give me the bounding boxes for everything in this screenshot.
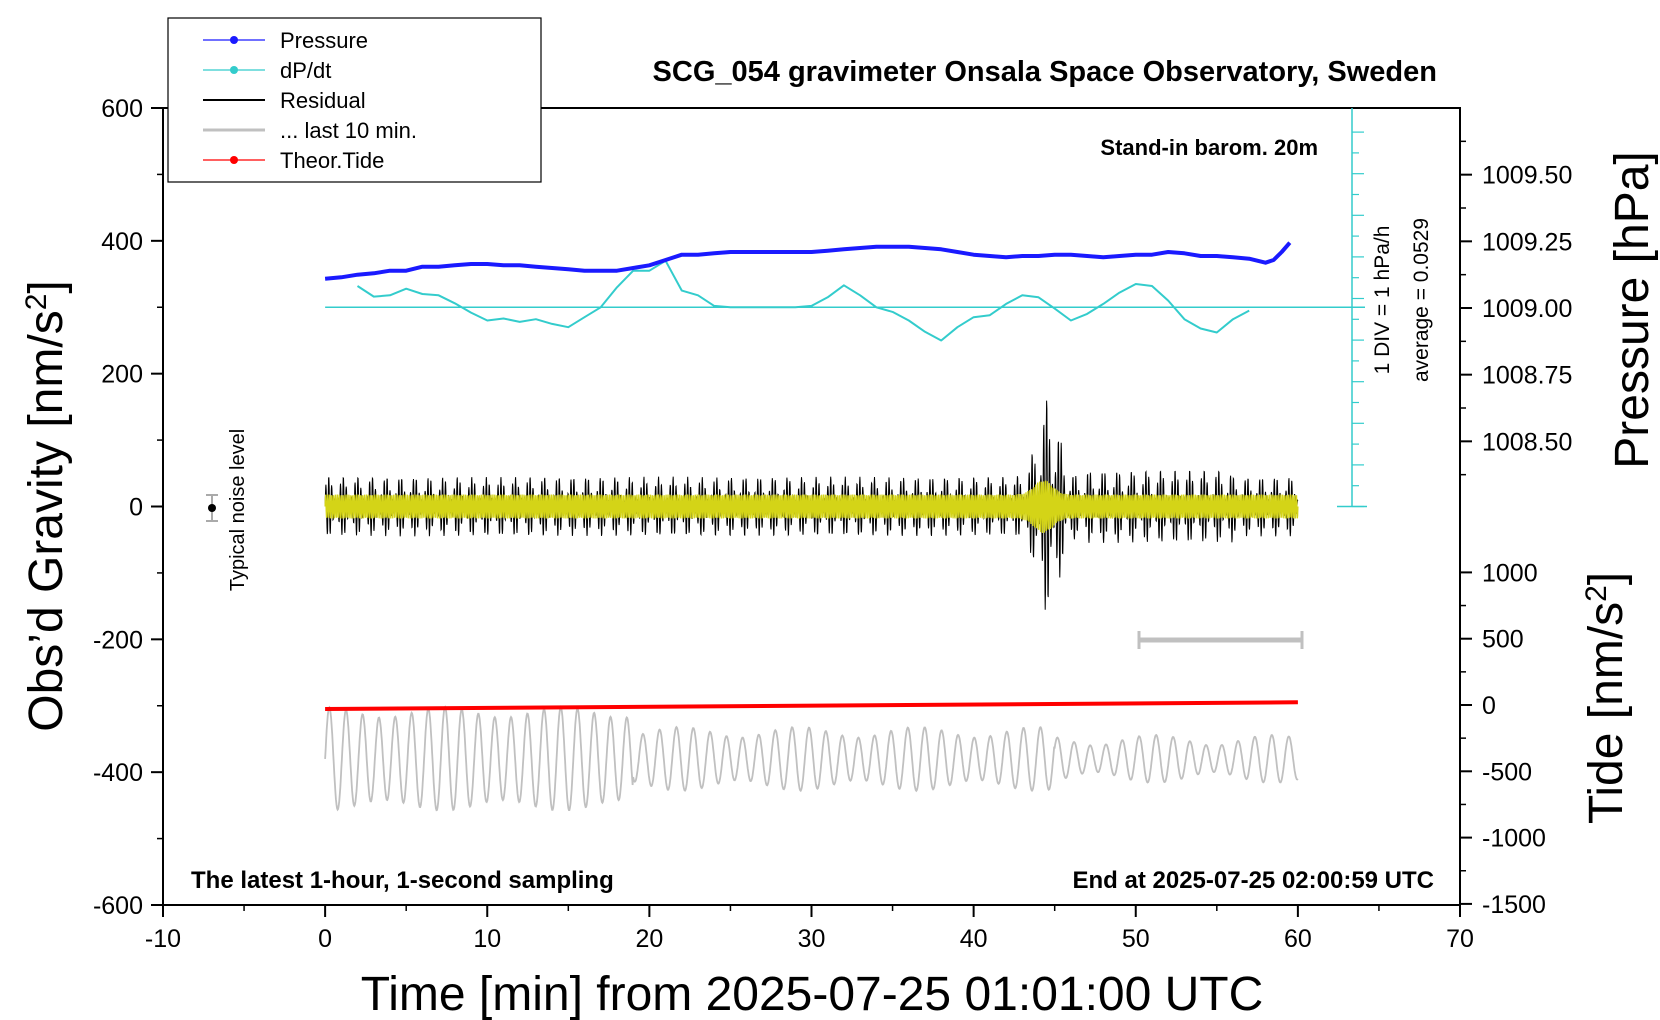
legend-label: Pressure xyxy=(280,28,368,53)
y-left-tick-label: 0 xyxy=(129,494,143,522)
y-pressure-tick-label: 1009.50 xyxy=(1482,162,1572,190)
series-residual-filtered xyxy=(324,480,1299,534)
last-10-min-bar xyxy=(1137,631,1304,649)
noise-level-marker xyxy=(206,494,218,522)
noise-level-label: Typical noise level xyxy=(227,429,249,591)
series-last-10-min xyxy=(324,705,1299,812)
y-left-tick-label: 600 xyxy=(101,95,143,123)
series-dpdt xyxy=(356,259,1250,342)
x-tick-label: 0 xyxy=(318,925,332,953)
legend-marker xyxy=(230,156,238,164)
x-axis: -10 0 10 20 30 40 50 60 70 xyxy=(145,905,1474,953)
chart-title: SCG_054 gravimeter Onsala Space Observat… xyxy=(653,56,1437,88)
y-left-tick-label: 400 xyxy=(101,228,143,256)
y-tide-tick-label: 500 xyxy=(1482,626,1524,654)
x-axis-label: Time [min] from 2025-07-25 01:01:00 UTC xyxy=(361,968,1264,1020)
y-tide-tick-label: 0 xyxy=(1482,692,1496,720)
legend-label: Theor.Tide xyxy=(280,148,384,173)
legend-marker xyxy=(230,36,238,44)
y-pressure-tick-label: 1008.75 xyxy=(1482,362,1572,390)
y-tide-tick-label: -1000 xyxy=(1482,825,1546,853)
legend-marker xyxy=(230,66,238,74)
legend: Pressure dP/dt Residual ... last 10 min. The… xyxy=(167,17,542,183)
y-pressure-tick-label: 1009.00 xyxy=(1482,295,1572,323)
bottom-left-annotation: The latest 1-hour, 1-second sampling xyxy=(191,867,614,894)
x-tick-label: 40 xyxy=(960,925,988,953)
y-left-tick-label: -200 xyxy=(93,626,143,654)
y-left-axis-label: Obs’d Gravity [nm/s2] xyxy=(20,280,74,731)
dpdt-scale-axis xyxy=(325,108,1367,508)
x-tick-label: -10 xyxy=(145,925,181,953)
legend-label: Residual xyxy=(280,88,366,113)
barometer-annotation: Stand-in barom. 20m xyxy=(1100,135,1318,160)
legend-label: dP/dt xyxy=(280,58,331,83)
x-tick-label: 60 xyxy=(1284,925,1312,953)
x-tick-label: 70 xyxy=(1446,925,1474,953)
x-tick-label: 50 xyxy=(1122,925,1150,953)
series-theor-tide xyxy=(325,700,1298,711)
y-axis-gravity: 600 400 200 0 -200 -400 -600 xyxy=(93,95,163,920)
y-pressure-tick-label: 1009.25 xyxy=(1482,228,1572,256)
y-tide-tick-label: 1000 xyxy=(1482,559,1538,587)
y-left-tick-label: 200 xyxy=(101,361,143,389)
y-left-tick-label: -600 xyxy=(93,892,143,920)
dpdt-average-label: average = 0.0529 xyxy=(1410,218,1433,382)
series-layer xyxy=(324,241,1299,812)
y-axis-right: 1009.50 1009.25 1009.00 1008.75 1008.50 1000 5… xyxy=(1460,140,1572,919)
y-tide-tick-label: -1500 xyxy=(1482,891,1546,919)
bottom-right-annotation: End at 2025-07-25 02:00:59 UTC xyxy=(1073,867,1435,894)
x-tick-label: 30 xyxy=(798,925,826,953)
y-left-tick-label: -400 xyxy=(93,759,143,787)
legend-label: ... last 10 min. xyxy=(280,118,417,143)
y-tide-tick-label: -500 xyxy=(1482,758,1532,786)
y-tide-axis-label: Tide [nm/s2] xyxy=(1580,572,1634,824)
y-pressure-tick-label: 1008.50 xyxy=(1482,428,1572,456)
dpdt-scale-label: 1 DIV = 1 hPa/h xyxy=(1371,226,1394,375)
y-pressure-axis-label: Pressure [hPa] xyxy=(1606,151,1659,468)
series-pressure xyxy=(324,241,1292,281)
x-tick-label: 20 xyxy=(635,925,663,953)
x-tick-label: 10 xyxy=(473,925,501,953)
